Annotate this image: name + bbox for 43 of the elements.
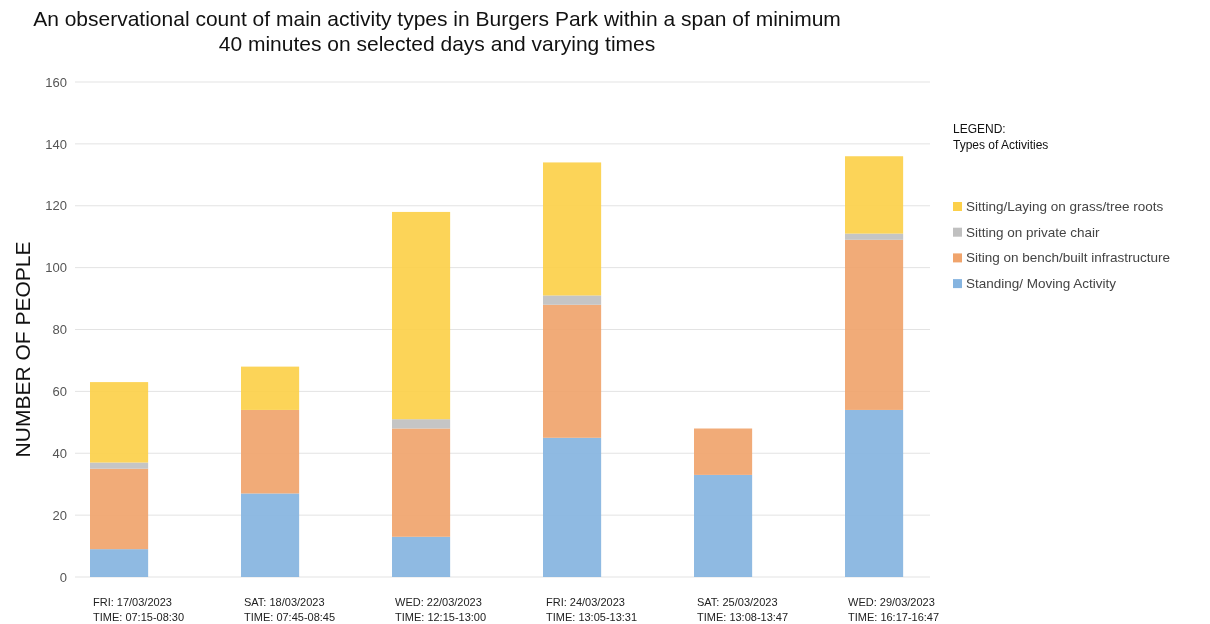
y-tick-label: 140: [45, 136, 67, 152]
legend-label: Standing/ Moving Activity: [966, 276, 1117, 292]
legend-title: LEGEND: Types of Activities: [953, 122, 1049, 152]
bar: [392, 428, 451, 537]
bar: [241, 366, 300, 410]
legend-label: Sitting/Laying on grass/tree roots: [966, 199, 1164, 214]
y-tick-label: 20: [52, 507, 67, 523]
bar: [392, 536, 451, 577]
legend-label: Sitting on private chair: [966, 224, 1101, 240]
chart-title: An observational count of main activity types in Burgers Park within a span of minimum 40 minutes on selected days and varying times: [33, 7, 841, 55]
bar: [845, 233, 904, 240]
x-tick-label: WED: 29/03/2023 TIME: 16:17-16:47: [848, 596, 940, 623]
bar: [543, 304, 602, 438]
x-tick-label: WED: 22/03/2023 TIME: 12:15-13:00: [395, 596, 487, 623]
bar: [392, 419, 451, 429]
y-axis-title: NUMBER OF PEOPLE: [11, 241, 34, 458]
y-tick-label: 100: [45, 260, 67, 276]
bar: [90, 382, 149, 463]
y-tick-label: 40: [52, 445, 67, 461]
bar: [543, 162, 602, 296]
x-tick-label: SAT: 18/03/2023 TIME: 07:45-08:45: [244, 596, 336, 623]
legend-label: Siting on bench/built infrastructure: [966, 250, 1171, 266]
bar: [845, 156, 904, 234]
bar: [241, 493, 300, 577]
bar: [90, 549, 149, 577]
x-tick-label: SAT: 25/03/2023 TIME: 13:08-13:47: [697, 596, 789, 623]
y-tick-label: 80: [52, 322, 67, 338]
bar: [543, 295, 602, 305]
bar: [845, 239, 904, 410]
y-tick-label: 120: [45, 198, 67, 214]
bar: [845, 409, 904, 577]
y-tick-label: 160: [45, 74, 67, 90]
x-tick-label: FRI: 24/03/2023 TIME: 13:05-13:31: [546, 596, 638, 623]
bar: [90, 468, 149, 550]
x-tick-label: FRI: 17/03/2023 TIME: 07:15-08:30: [93, 596, 185, 623]
bar: [392, 211, 451, 420]
bar: [543, 437, 602, 577]
bar: [90, 462, 149, 469]
bar: [694, 428, 753, 475]
bar: [241, 409, 300, 494]
bar: [694, 474, 753, 577]
y-tick-label: 60: [52, 384, 67, 400]
y-tick-label: 0: [59, 569, 67, 585]
